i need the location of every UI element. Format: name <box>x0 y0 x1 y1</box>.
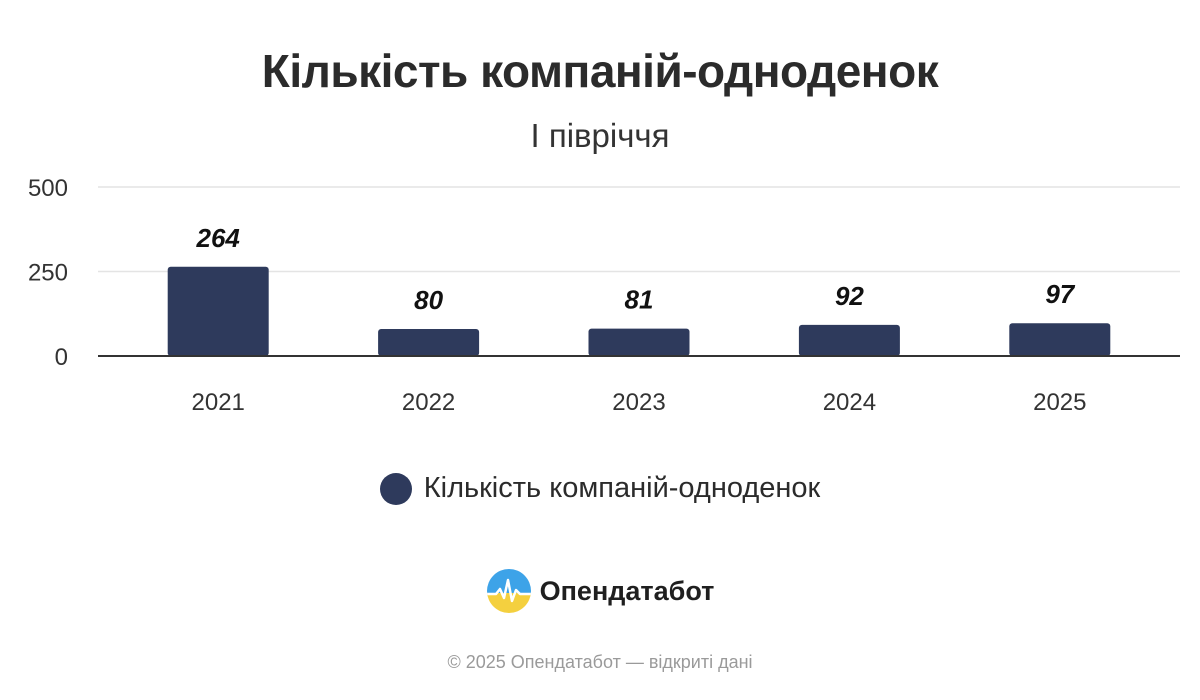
chart-legend: Кількість компаній-одноденок <box>0 472 1200 505</box>
bar-chart: 0 250 500 264 2021 80 2022 81 2023 92 2024 97 2025 <box>28 175 1180 416</box>
bar <box>588 328 690 356</box>
data-label: 97 <box>1045 279 1075 309</box>
bar <box>167 266 269 356</box>
legend-marker <box>379 472 412 505</box>
legend-label: Кількість компаній-одноденок <box>423 472 821 504</box>
data-label: 264 <box>196 223 241 253</box>
x-tick-label: 2024 <box>823 389 876 416</box>
chart-title: Кількість компаній-одноденок <box>261 45 939 97</box>
y-tick-label: 250 <box>28 260 68 287</box>
x-tick-label: 2021 <box>192 389 245 416</box>
chart-subtitle: І півріччя <box>530 117 670 154</box>
data-label: 81 <box>625 285 654 315</box>
opendatabot-logo-icon <box>486 569 531 613</box>
bar <box>378 328 480 356</box>
data-label: 92 <box>835 281 864 311</box>
x-tick-label: 2023 <box>612 389 665 416</box>
x-tick-label: 2025 <box>1033 389 1086 416</box>
data-label: 80 <box>414 285 443 315</box>
bar <box>798 324 900 356</box>
bar <box>1009 323 1111 356</box>
x-tick-label: 2022 <box>402 389 455 416</box>
y-tick-label: 500 <box>28 175 68 202</box>
brand-block: Опендатабот <box>0 568 1200 614</box>
brand-name: Опендатабот <box>539 575 715 606</box>
footer-text: © 2025 Опендатабот — відкриті дані <box>447 652 753 672</box>
y-tick-label: 0 <box>55 344 68 371</box>
